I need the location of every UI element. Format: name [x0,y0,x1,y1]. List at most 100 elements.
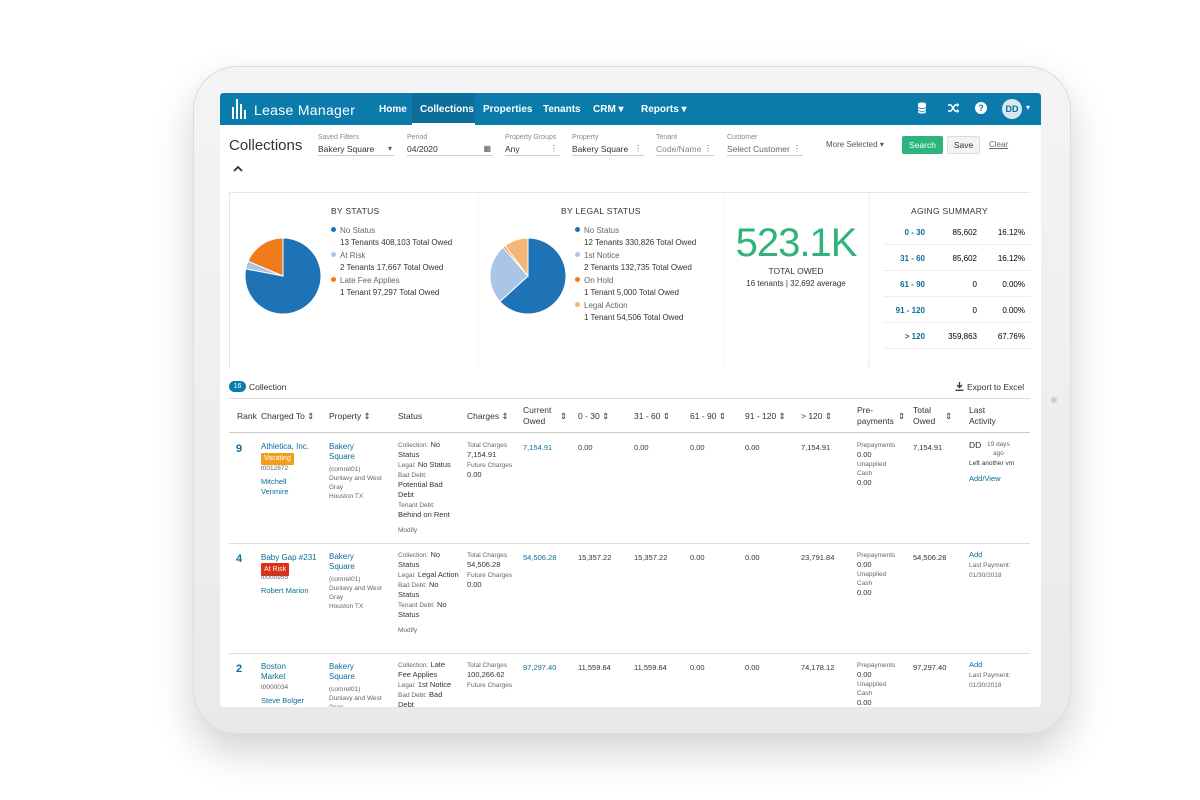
property-city: Houston TX [329,493,364,500]
save-button[interactable]: Save [947,136,980,154]
property-link[interactable]: Bakery Square [329,662,355,681]
user-avatar[interactable]: DD [1002,99,1022,119]
current-owed-link[interactable]: 7,154.91 [523,443,553,452]
calendar-icon[interactable]: ▦ [483,144,491,153]
contact-link[interactable]: Robert Marion [261,586,309,595]
export-to-excel-button[interactable]: Export to Excel [955,382,1024,392]
sort-icon: ⇕ [501,411,509,421]
contact-link[interactable]: Steve Bolger [261,696,304,705]
tenant-name-link[interactable]: Boston Market [261,662,286,681]
col-0-30[interactable]: 0 - 30 ⇕ [578,411,609,422]
current-owed-link[interactable]: 97,297.40 [523,663,557,672]
aging-amount: 0 [972,280,977,289]
total-charges-value: 7,154.91 [467,450,497,459]
contact-link[interactable]: Mitchell Venmire [261,477,289,496]
modify-link[interactable]: Modify [398,627,418,634]
brand-name: Lease Manager [254,102,356,118]
collection-count-badge: 16 [229,381,246,392]
collapse-chevron-up-icon[interactable] [233,164,243,175]
nav-collections[interactable]: Collections [420,104,474,115]
database-icon[interactable] [917,102,927,117]
tenant-name-link[interactable]: Baby Gap #231 At Risk [261,552,321,576]
customer-select[interactable]: Select Customer ⋮ [727,144,803,156]
tenant-debt-status: No Status [398,600,447,619]
col-charges[interactable]: Charges ⇕ [467,411,509,422]
period-input[interactable]: 04/2020 ▦ [407,144,493,156]
saved-filters-select[interactable]: Bakery Square ▾ [318,144,394,156]
legend-item: On Hold [575,275,696,287]
shuffle-icon[interactable] [947,102,960,117]
user-menu-chevron-icon[interactable]: ▾ [1026,103,1031,112]
modify-link[interactable]: Modify [398,527,418,534]
legend-item: No Status [331,225,452,237]
top-navbar: Lease Manager Home Collections Propertie… [220,93,1041,125]
property-groups-select[interactable]: Any ⋮ [505,144,560,156]
more-selected-dropdown[interactable]: More Selected ▾ [826,140,884,149]
legal-label: Legal: [398,572,416,579]
table-header: Rank Charged To ⇕ Property ⇕ Status Char… [229,398,1030,433]
help-icon[interactable]: ? [975,102,987,117]
col-rank[interactable]: Rank [237,411,257,421]
col-current-owed[interactable]: Current Owed [523,405,552,426]
by-status-title: BY STATUS [331,206,380,216]
pie-slice-late-fee-applies[interactable] [247,237,284,277]
by-status-card: BY STATUS No Status 13 Tenants 408,103 T… [230,193,478,369]
tag-label: Vacating [261,453,294,465]
aging-range-link[interactable]: 31 - 60 [900,254,925,263]
col-last-activity[interactable]: Last Activity [969,405,996,426]
by-legal-status-pie-chart [489,237,567,315]
pie-slice-no-status[interactable] [499,237,567,315]
tenant-input[interactable]: Code/Name ⋮ [656,144,714,156]
tenant-debt-status: Behind on Rent [398,510,450,519]
nav-reports[interactable]: Reports ▾ [641,104,687,115]
property-value: Bakery Square [572,144,629,154]
pie-slice-1st-notice[interactable] [489,246,529,303]
col-total-owed-sort-icon[interactable]: ⇕ [945,411,953,421]
add-view-link[interactable]: Add/View [969,474,1001,483]
sort-icon: ⇕ [718,411,726,421]
status-detail: Collection: No Status Legal: Legal Actio… [398,550,460,635]
col-property-label: Property [329,411,362,421]
col-prepayments[interactable]: Pre- payments [857,405,894,426]
col-prepayments-sort-icon[interactable]: ⇕ [898,411,906,421]
col-61-90[interactable]: 61 - 90 ⇕ [690,411,726,422]
nav-active-indicator [412,93,475,125]
by-legal-status-legend: No Status 12 Tenants 330,826 Total Owed … [575,225,696,324]
col-91-120[interactable]: 91 - 120 ⇕ [745,411,786,422]
aging-row: 61 - 90 0 0.00% [883,271,1031,297]
col-current-owed-sort-icon[interactable]: ⇕ [560,411,568,421]
nav-home[interactable]: Home [379,104,407,115]
aging-range-link[interactable]: 61 - 90 [900,280,925,289]
col-charged-to[interactable]: Charged To ⇕ [261,411,314,422]
prepayments-detail: Prepayments 0.00 Unapplied Cash 0.00 [857,440,907,488]
last-payment-label: Last Payment: [969,562,1011,569]
col-over-120[interactable]: > 120 ⇕ [801,411,832,422]
unapplied-cash-value: 0.00 [857,588,872,597]
aging-range-link[interactable]: > 120 [904,332,925,341]
col-31-60[interactable]: 31 - 60 ⇕ [634,411,670,422]
search-button[interactable]: Search [902,136,943,154]
kebab-menu-icon: ⋮ [704,144,712,153]
add-activity-link[interactable]: Add [969,550,983,559]
nav-crm[interactable]: CRM ▾ [593,104,624,115]
current-owed-link[interactable]: 54,506.28 [523,553,557,562]
add-activity-link[interactable]: Add [969,660,983,669]
nav-properties[interactable]: Properties [483,104,533,115]
col-property[interactable]: Property ⇕ [329,411,371,422]
property-link[interactable]: Bakery Square [329,442,355,461]
aging-range-link[interactable]: 0 - 30 [904,228,925,237]
prepayments-label: Prepayments [857,442,896,449]
aging-range-link[interactable]: 91 - 120 [895,306,925,315]
bad-debt-status: No Status [398,580,439,599]
pie-slice-legal-action[interactable] [504,237,529,278]
clear-link[interactable]: Clear [989,140,1009,149]
tenant-name-link[interactable]: Athletica, Inc. [261,442,310,451]
col-total-owed[interactable]: Total Owed [913,405,936,426]
nav-tenants[interactable]: Tenants [543,104,581,115]
bad-debt-status: Potential Bad Debt [398,480,443,499]
col-status[interactable]: Status [398,411,423,421]
tenant-value: Code/Name [656,144,702,154]
by-status-pie-chart [244,237,322,315]
property-select[interactable]: Bakery Square ⋮ [572,144,644,156]
property-link[interactable]: Bakery Square [329,552,355,571]
